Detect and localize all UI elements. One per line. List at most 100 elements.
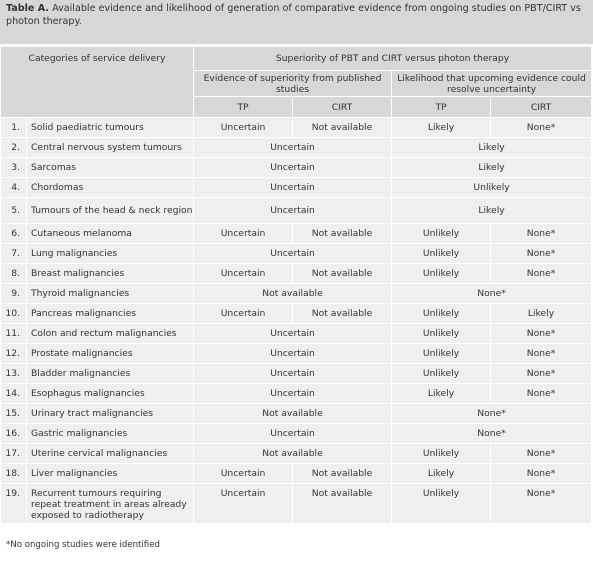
table-row: 15. Urinary tract malignancies Not availab… <box>0 403 593 424</box>
table-row: 3. Sarcomas Uncertain Likely <box>0 157 593 178</box>
likelihood-tp-cell: Unlikely <box>391 323 492 344</box>
table-row: 5. Tumours of the head & neck region Uncer… <box>0 197 593 224</box>
likelihood-cirt-cell: None* <box>490 243 593 264</box>
header-evidence: Evidence of superiority from published s… <box>193 70 393 97</box>
row-category: Prostate malignancies <box>25 343 195 364</box>
header-evidence-cirt: CIRT <box>292 96 393 118</box>
row-category: Uterine cervical malignancies <box>25 443 195 464</box>
row-number: 8. <box>0 263 27 284</box>
evidence-tp-cell: Uncertain <box>193 263 294 284</box>
row-category: Colon and rectum malignancies <box>25 323 195 344</box>
evidence-cirt-cell: Not available <box>292 303 393 324</box>
evidence-cell: Uncertain <box>193 323 393 344</box>
table-row: 17. Uterine cervical malignancies Not avai… <box>0 443 593 464</box>
likelihood-cirt-cell: Likely <box>490 303 593 324</box>
table-body: 1. Solid paediatric tumours Uncertain Not a… <box>0 117 593 524</box>
likelihood-cirt-cell: None* <box>490 263 593 284</box>
row-category: Solid paediatric tumours <box>25 117 195 138</box>
row-number: 7. <box>0 243 27 264</box>
row-category: Tumours of the head & neck region <box>25 197 195 224</box>
likelihood-tp-cell: Unlikely <box>391 223 492 244</box>
likelihood-cell: Likely <box>391 197 593 224</box>
row-number: 16. <box>0 423 27 444</box>
row-category: Breast malignancies <box>25 263 195 284</box>
likelihood-tp-cell: Unlikely <box>391 243 492 264</box>
likelihood-tp-cell: Unlikely <box>391 343 492 364</box>
evidence-cirt-cell: Not available <box>292 483 393 524</box>
table-row: 10. Pancreas malignancies Uncertain Not ava… <box>0 303 593 324</box>
likelihood-tp-cell: Unlikely <box>391 363 492 384</box>
header-categories: Categories of service delivery <box>0 46 195 118</box>
row-category: Recurrent tumours requiring repeat treat… <box>25 483 195 524</box>
evidence-cirt-cell: Not available <box>292 463 393 484</box>
table-row: 4. Chordomas Uncertain Unlikely <box>0 177 593 198</box>
table-row: 13. Bladder malignancies Uncertain Unlikely… <box>0 363 593 384</box>
evidence-cell: Uncertain <box>193 363 393 384</box>
likelihood-cirt-cell: None* <box>490 343 593 364</box>
table-row: 9. Thyroid malignancies Not available None* <box>0 283 593 304</box>
likelihood-tp-cell: Unlikely <box>391 303 492 324</box>
likelihood-tp-cell: Unlikely <box>391 263 492 284</box>
header-superiority: Superiority of PBT and CIRT versus photo… <box>193 46 593 71</box>
likelihood-tp-cell: Likely <box>391 117 492 138</box>
likelihood-cirt-cell: None* <box>490 443 593 464</box>
row-category: Pancreas malignancies <box>25 303 195 324</box>
evidence-table: Categories of service delivery Superiori… <box>0 46 593 524</box>
header-evidence-tp: TP <box>193 96 294 118</box>
row-category: Sarcomas <box>25 157 195 178</box>
likelihood-cirt-cell: None* <box>490 363 593 384</box>
likelihood-cirt-cell: None* <box>490 117 593 138</box>
row-number: 19. <box>0 483 27 524</box>
row-number: 9. <box>0 283 27 304</box>
header-likelihood-tp: TP <box>391 96 492 118</box>
evidence-cirt-cell: Not available <box>292 223 393 244</box>
likelihood-tp-cell: Unlikely <box>391 483 492 524</box>
row-number: 4. <box>0 177 27 198</box>
likelihood-tp-cell: Likely <box>391 383 492 404</box>
row-category: Thyroid malignancies <box>25 283 195 304</box>
row-category: Gastric malignancies <box>25 423 195 444</box>
likelihood-cirt-cell: None* <box>490 483 593 524</box>
likelihood-tp-cell: Likely <box>391 463 492 484</box>
likelihood-cirt-cell: None* <box>490 463 593 484</box>
row-category: Chordomas <box>25 177 195 198</box>
row-number: 12. <box>0 343 27 364</box>
row-category: Liver malignancies <box>25 463 195 484</box>
evidence-cell: Uncertain <box>193 423 393 444</box>
row-number: 14. <box>0 383 27 404</box>
evidence-tp-cell: Uncertain <box>193 303 294 324</box>
row-category: Bladder malignancies <box>25 363 195 384</box>
table-row: 7. Lung malignancies Uncertain Unlikely None… <box>0 243 593 264</box>
caption-label: Table A. <box>6 3 50 14</box>
evidence-cell: Uncertain <box>193 197 393 224</box>
evidence-tp-cell: Uncertain <box>193 483 294 524</box>
evidence-cell: Not available <box>193 403 393 424</box>
row-number: 15. <box>0 403 27 424</box>
likelihood-cirt-cell: None* <box>490 323 593 344</box>
evidence-cell: Uncertain <box>193 383 393 404</box>
evidence-cell: Uncertain <box>193 137 393 158</box>
table-row: 19. Recurrent tumours requiring repeat tr… <box>0 483 593 524</box>
table-row: 11. Colon and rectum malignancies Uncertai… <box>0 323 593 344</box>
table-footnote: *No ongoing studies were identified <box>6 540 160 550</box>
row-number: 3. <box>0 157 27 178</box>
evidence-cirt-cell: Not available <box>292 263 393 284</box>
evidence-cell: Uncertain <box>193 177 393 198</box>
row-category: Esophagus malignancies <box>25 383 195 404</box>
table-row: 2. Central nervous system tumours Uncertai… <box>0 137 593 158</box>
row-number: 10. <box>0 303 27 324</box>
evidence-cell: Not available <box>193 443 393 464</box>
table-row: 8. Breast malignancies Uncertain Not availa… <box>0 263 593 284</box>
row-category: Urinary tract malignancies <box>25 403 195 424</box>
header-likelihood: Likelihood that upcoming evidence could … <box>391 70 593 97</box>
table-row: 6. Cutaneous melanoma Uncertain Not availab… <box>0 223 593 244</box>
row-category: Cutaneous melanoma <box>25 223 195 244</box>
likelihood-cell: None* <box>391 283 593 304</box>
evidence-tp-cell: Uncertain <box>193 223 294 244</box>
row-number: 6. <box>0 223 27 244</box>
evidence-tp-cell: Uncertain <box>193 117 294 138</box>
likelihood-cell: Likely <box>391 137 593 158</box>
likelihood-cell: Unlikely <box>391 177 593 198</box>
row-number: 13. <box>0 363 27 384</box>
